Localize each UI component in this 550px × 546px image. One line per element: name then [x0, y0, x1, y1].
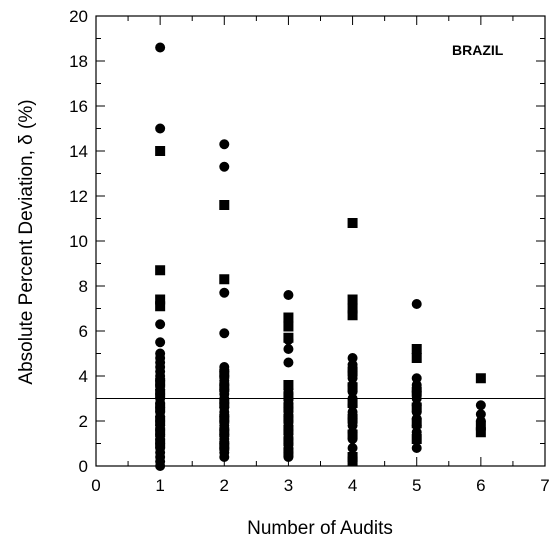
data-point-square — [155, 402, 166, 413]
data-point-square — [155, 301, 166, 312]
y-tick-label: 14 — [69, 142, 88, 161]
x-tick-label: 1 — [155, 476, 164, 495]
y-tick-label: 2 — [79, 412, 88, 431]
data-point-square — [283, 321, 294, 332]
y-tick-label: 8 — [79, 277, 88, 296]
data-point-square — [219, 427, 230, 438]
data-point-circle — [283, 357, 294, 368]
data-point-circle — [219, 287, 230, 298]
data-point-square — [475, 373, 486, 384]
data-point-circle — [155, 319, 166, 330]
data-point-circle — [283, 290, 294, 300]
y-tick-label: 12 — [69, 187, 88, 206]
data-point-circle — [155, 337, 166, 348]
data-point-circle — [347, 443, 358, 453]
y-tick-label: 18 — [69, 52, 88, 71]
data-point-square — [347, 310, 358, 321]
data-point-square — [411, 353, 422, 363]
data-point-square — [411, 386, 422, 397]
data-point-square — [155, 146, 166, 156]
x-tick-label: 7 — [540, 476, 549, 495]
data-point-square — [155, 294, 166, 305]
data-point-square — [411, 344, 422, 354]
data-point-square — [475, 420, 486, 431]
y-axis-title: Absolute Percent Deviation, δ (%) — [16, 99, 37, 384]
y-tick-label: 0 — [79, 457, 88, 476]
data-point-square — [155, 438, 166, 449]
data-point-square — [283, 380, 294, 390]
data-point-square — [219, 398, 230, 408]
data-point-square — [283, 447, 294, 458]
data-point-square — [347, 294, 358, 305]
data-point-square — [411, 434, 422, 444]
data-point-square — [283, 332, 294, 343]
data-point-square — [283, 425, 294, 435]
x-tick-label: 0 — [91, 476, 100, 495]
data-point-square — [219, 200, 230, 210]
data-point-square — [155, 265, 166, 276]
data-point-circle — [475, 400, 486, 411]
data-point-square — [475, 427, 486, 438]
data-point-circle — [219, 328, 230, 339]
data-point-square — [411, 402, 422, 413]
data-point-square — [155, 377, 166, 388]
data-point-square — [155, 389, 166, 399]
x-tick-label: 4 — [348, 476, 357, 495]
data-point-square — [411, 418, 422, 429]
data-point-square — [219, 413, 230, 424]
y-tick-label: 20 — [69, 7, 88, 26]
data-point-circle — [155, 42, 166, 53]
data-point-square — [219, 368, 230, 379]
y-tick-label: 16 — [69, 97, 88, 116]
x-tick-label: 5 — [412, 476, 421, 495]
data-points — [155, 42, 486, 471]
data-point-circle — [411, 443, 422, 453]
data-point-square — [283, 402, 294, 413]
data-point-square — [283, 391, 294, 402]
data-point-square — [219, 440, 230, 451]
data-point-square — [347, 366, 358, 377]
data-point-square — [155, 416, 166, 426]
y-tick-label: 4 — [79, 367, 88, 386]
data-point-square — [347, 382, 358, 393]
data-point-square — [283, 312, 294, 323]
data-point-circle — [283, 344, 294, 354]
data-point-circle — [411, 299, 422, 309]
y-tick-label: 6 — [79, 322, 88, 341]
data-point-circle — [219, 139, 230, 150]
data-point-square — [283, 436, 294, 447]
x-axis-title: Number of Audits — [247, 518, 393, 539]
y-tick-label: 10 — [69, 232, 88, 251]
data-point-circle — [219, 161, 230, 172]
data-point-square — [347, 429, 358, 440]
data-point-square — [219, 274, 230, 285]
x-tick-label: 3 — [284, 476, 293, 495]
data-point-square — [347, 303, 358, 314]
x-tick-label: 6 — [476, 476, 485, 495]
data-point-square — [347, 218, 358, 228]
annotation-brazil: BRAZIL — [452, 42, 504, 58]
data-point-square — [347, 398, 358, 408]
data-point-square — [347, 413, 358, 424]
data-point-square — [155, 427, 166, 438]
data-point-square — [219, 382, 230, 393]
x-tick-label: 2 — [220, 476, 229, 495]
data-point-circle — [155, 123, 166, 134]
data-point-square — [283, 413, 294, 424]
